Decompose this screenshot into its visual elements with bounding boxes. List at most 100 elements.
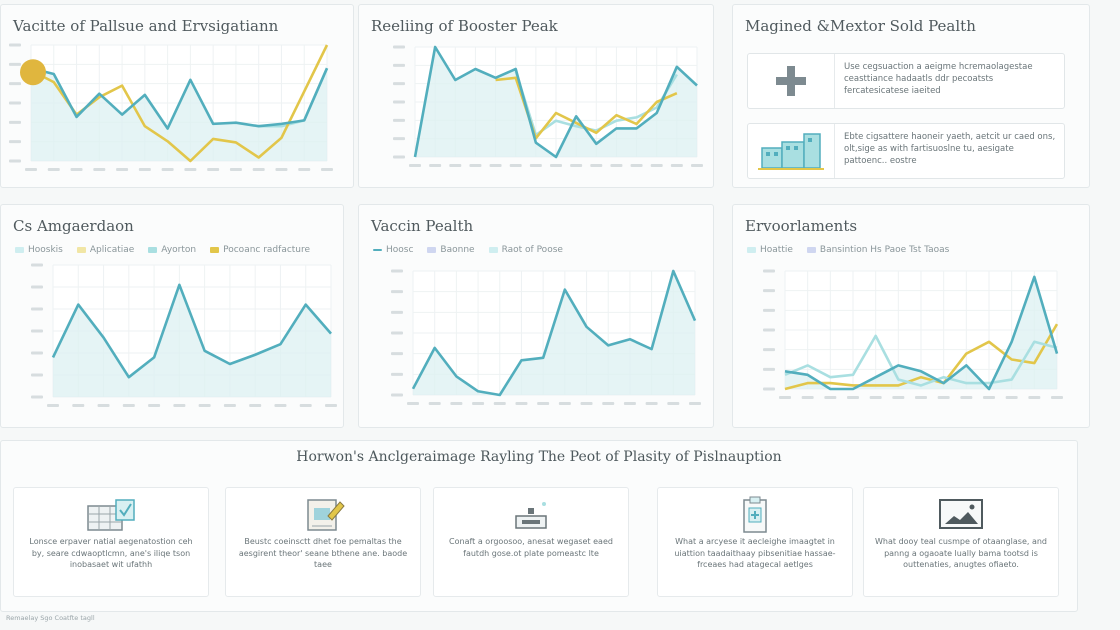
- legend-item[interactable]: Hoosc: [373, 245, 413, 255]
- legend-item[interactable]: Pocoanc radfacture: [210, 245, 310, 255]
- panel-title: Reeliing of Booster Peak: [371, 17, 558, 35]
- y-tick-label: [393, 137, 405, 141]
- y-tick-label: [31, 373, 43, 377]
- x-tick-label: [960, 396, 973, 399]
- x-tick-label: [138, 168, 151, 171]
- x-tick-label: [515, 402, 528, 405]
- x-tick-label: [670, 164, 683, 167]
- series-line: [413, 45, 698, 159]
- legend-item[interactable]: Baonne: [427, 245, 475, 255]
- series-line: [784, 275, 1059, 391]
- chart-legend: Hooskis Aplicatiae Ayorton Pocoanc radfa…: [15, 245, 310, 255]
- features-panel: Horwon's Anclgeraimage Rayling The Peot …: [0, 440, 1078, 612]
- x-tick-label: [509, 164, 522, 167]
- y-tick-label: [391, 310, 403, 314]
- clipboard-icon: [743, 496, 767, 533]
- series-area: [413, 271, 695, 395]
- x-tick-label: [983, 396, 995, 399]
- x-tick-label: [161, 168, 174, 171]
- x-tick-label: [428, 402, 441, 405]
- chart-panel-1: Vacitte of Pallsue and Ervsigatiann: [0, 4, 354, 188]
- x-tick-label: [550, 164, 562, 167]
- x-tick-label: [630, 164, 643, 167]
- y-tick-label: [763, 289, 775, 293]
- legend-item[interactable]: Bansintion Hs Paoe Tst Taoas: [806, 245, 949, 255]
- x-tick-label: [691, 164, 703, 167]
- info-panel: Magined &Mextor Sold Pealth Use cegsuact…: [732, 4, 1090, 188]
- info-card-text: Ebte cigsattere haoneir yaeth, aetcit ur…: [844, 132, 1056, 166]
- panel-title: Vaccin Pealth: [371, 217, 474, 235]
- y-tick-label: [9, 140, 21, 144]
- x-tick-label: [602, 402, 615, 405]
- line-chart: [391, 269, 701, 405]
- x-tick-label: [469, 164, 482, 167]
- feature-card[interactable]: Beustc coeinsctt dhet foe pemaltas the a…: [225, 487, 421, 597]
- x-tick-label: [779, 396, 791, 399]
- line-chart: [9, 43, 333, 171]
- feature-card[interactable]: What a arcyese it aecleighe imaagtet in …: [657, 487, 853, 597]
- x-tick-label: [407, 402, 419, 405]
- y-tick-label: [763, 348, 775, 352]
- feature-card[interactable]: Lonsce erpaver natial aegenatostion ceh …: [13, 487, 209, 597]
- x-tick-label: [249, 404, 262, 407]
- x-tick-label: [275, 168, 288, 171]
- x-tick-label: [537, 402, 550, 405]
- x-tick-label: [25, 168, 37, 171]
- x-tick-label: [72, 404, 85, 407]
- y-tick-label: [763, 269, 775, 273]
- chart-panel-2: Reeliing of Booster Peak: [358, 4, 714, 188]
- y-tick-label: [393, 118, 405, 122]
- x-tick-label: [70, 168, 83, 171]
- legend-item[interactable]: Ayorton: [148, 245, 196, 255]
- x-tick-label: [558, 402, 571, 405]
- x-tick-label: [274, 404, 287, 407]
- feature-card[interactable]: Conaft a orgoosoo, anesat wegaset eaed f…: [433, 487, 629, 597]
- chart-panel-4: Vaccin Pealth Hoosc Baonne Raot of Poose: [358, 204, 714, 428]
- info-card[interactable]: Ebte cigsattere haoneir yaeth, aetcit ur…: [747, 123, 1065, 179]
- x-tick-label: [321, 168, 333, 171]
- y-tick-label: [31, 395, 43, 399]
- legend-label: Hooskis: [28, 245, 63, 255]
- highlight-marker: [20, 59, 46, 86]
- y-tick-label: [391, 372, 403, 376]
- x-tick-label: [223, 404, 236, 407]
- panel-title: Ervoorlaments: [745, 217, 858, 235]
- chart-panel-3: Cs Amgaerdaon Hooskis Aplicatiae Ayorton…: [0, 204, 344, 428]
- x-tick-label: [298, 168, 311, 171]
- x-tick-label: [689, 402, 701, 405]
- footer-note: Remaelay Sgo Coatfte tagll: [6, 614, 95, 622]
- legend-label: Pocoanc radfacture: [223, 245, 311, 255]
- feature-text: Conaft a orgoosoo, anesat wegaset eaed f…: [449, 537, 613, 558]
- x-tick-label: [529, 164, 542, 167]
- x-tick-label: [472, 402, 485, 405]
- info-card[interactable]: Use cegsuaction a aeigme hcremaolagestae…: [747, 53, 1065, 109]
- x-tick-label: [252, 168, 265, 171]
- series-line: [411, 269, 697, 397]
- x-tick-label: [97, 404, 110, 407]
- legend-item[interactable]: Hooskis: [15, 245, 63, 255]
- x-tick-label: [650, 164, 663, 167]
- y-tick-label: [391, 269, 403, 273]
- feature-card[interactable]: What dooy teal cusmpe of otaanglase, and…: [863, 487, 1059, 597]
- legend-item[interactable]: Raot of Poose: [488, 245, 563, 255]
- calendar-check-icon: [87, 499, 135, 531]
- x-tick-label: [824, 396, 837, 399]
- x-tick-label: [493, 402, 506, 405]
- x-tick-label: [184, 168, 197, 171]
- x-tick-label: [623, 402, 636, 405]
- legend-item[interactable]: Aplicatiae: [76, 245, 135, 255]
- y-tick-label: [9, 62, 21, 66]
- x-tick-label: [148, 404, 161, 407]
- y-tick-label: [393, 45, 405, 49]
- plus-icon-graphic: [776, 66, 806, 96]
- x-tick-label: [173, 404, 186, 407]
- legend-item[interactable]: Hoattie: [747, 245, 793, 255]
- x-tick-label: [409, 164, 421, 167]
- y-tick-label: [393, 155, 405, 159]
- device-icon: [515, 502, 547, 529]
- legend-label: Aplicatiae: [89, 245, 135, 255]
- x-tick-label: [198, 404, 211, 407]
- chart-panel-5: Ervoorlaments Hoattie Bansintion Hs Paoe…: [732, 204, 1090, 428]
- x-tick-label: [580, 402, 593, 405]
- x-tick-label: [937, 396, 950, 399]
